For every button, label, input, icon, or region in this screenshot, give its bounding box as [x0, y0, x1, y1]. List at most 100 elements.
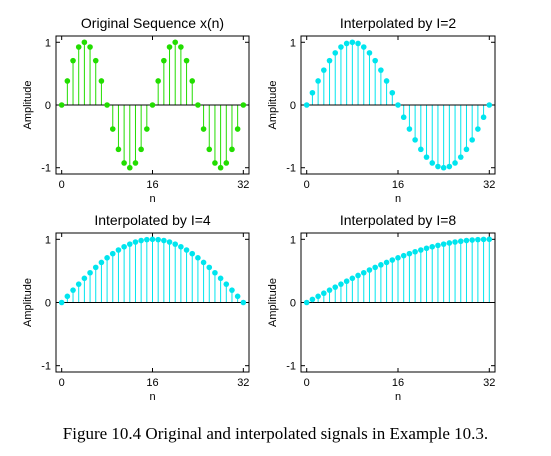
stem-marker: [326, 287, 333, 293]
stem-marker: [355, 40, 361, 47]
stem-marker: [58, 102, 65, 108]
x-tick-label: 0: [304, 179, 310, 191]
stem-marker: [395, 255, 401, 261]
stem-marker: [452, 239, 458, 245]
stem-marker: [126, 241, 133, 247]
stem-marker: [429, 160, 436, 166]
stem-marker: [338, 44, 344, 50]
stem-marker: [463, 237, 470, 244]
stem-marker: [457, 238, 464, 245]
stem-marker: [321, 290, 327, 297]
stem-marker: [75, 281, 82, 287]
y-tick-label: -1: [286, 163, 296, 175]
stem-marker: [321, 67, 327, 73]
stem-marker: [234, 126, 241, 132]
y-tick-label: 0: [45, 100, 51, 112]
x-axis-label: n: [395, 391, 401, 403]
chart-panel-3: Interpolated by I=4 -1 0 1 0 16 32 n Amplitude: [22, 212, 250, 403]
stem-marker: [435, 242, 441, 249]
x-tick-label: 0: [59, 179, 65, 191]
stem-marker: [200, 259, 207, 266]
stem-marker: [183, 247, 190, 253]
stem-marker: [423, 154, 430, 160]
stem-marker: [75, 44, 82, 50]
x-tick-label: 32: [483, 179, 495, 191]
stem-marker: [144, 126, 150, 132]
stem-marker: [418, 247, 424, 253]
chart-panel-2: Interpolated by I=2 -1 0 1 0 16 32 n Amplitude: [267, 15, 496, 205]
stem-marker: [309, 89, 316, 96]
stem-marker: [395, 102, 401, 108]
chart-panel-4: Interpolated by I=8 -1 0 1 0 16 32 n Amplitude: [267, 212, 496, 403]
stem-marker: [104, 102, 110, 108]
stem-marker: [343, 278, 350, 285]
stem-marker: [366, 50, 373, 56]
stem-marker: [212, 269, 218, 276]
stem-marker: [412, 248, 418, 255]
stem-marker: [406, 126, 413, 132]
stem-marker: [189, 250, 196, 257]
stem-marker: [98, 78, 105, 84]
stem-marker: [480, 236, 487, 243]
stem-marker: [212, 160, 218, 166]
stem-marker: [418, 146, 424, 153]
stem-marker: [200, 126, 207, 132]
stem-marker: [383, 78, 390, 84]
stem-marker: [315, 293, 321, 300]
stem-marker: [92, 264, 99, 271]
stem-marker: [92, 57, 99, 64]
stem-marker: [423, 245, 430, 252]
stem-marker: [229, 146, 235, 153]
stem-marker: [343, 40, 350, 47]
stem-marker: [229, 287, 235, 293]
y-tick-label: 0: [290, 100, 296, 112]
stem-marker: [446, 163, 453, 170]
stem-marker: [240, 299, 247, 306]
stem-marker: [64, 78, 71, 84]
stem-marker: [81, 275, 88, 282]
stem-marker: [366, 267, 373, 273]
y-tick-label: -1: [41, 361, 51, 373]
stem-marker: [155, 78, 161, 84]
stem-marker: [115, 146, 122, 153]
y-tick-label: 0: [45, 298, 51, 310]
stem-marker: [360, 44, 367, 50]
stem-marker: [104, 255, 110, 261]
stem-marker: [475, 126, 481, 132]
stem-marker: [378, 262, 384, 268]
y-axis-label: Amplitude: [22, 278, 34, 327]
stem-marker: [429, 243, 436, 250]
y-axis-label: Amplitude: [22, 81, 34, 130]
stem-marker: [309, 296, 316, 303]
x-tick-label: 32: [237, 377, 249, 389]
stem-marker: [338, 281, 344, 287]
stem-marker: [121, 243, 127, 250]
stem-marker: [121, 160, 127, 166]
stem-marker: [183, 57, 190, 64]
stem-marker: [149, 236, 156, 243]
stem-marker: [332, 50, 339, 56]
stem-marker: [355, 272, 361, 279]
stem-marker: [87, 44, 93, 50]
stem-marker: [349, 39, 356, 46]
stem-marker: [178, 243, 184, 250]
stem-marker: [486, 102, 493, 108]
stem-marker: [189, 78, 196, 84]
x-axis-label: n: [149, 391, 155, 403]
stem-marker: [87, 269, 93, 276]
chart-title: Interpolated by I=8: [340, 212, 457, 228]
y-tick-label: 1: [45, 37, 51, 49]
x-tick-label: 0: [59, 377, 65, 389]
stem-marker: [81, 39, 88, 46]
y-tick-label: 1: [45, 234, 51, 246]
stem-marker: [400, 114, 407, 121]
stem-marker: [315, 78, 321, 84]
stem-marker: [463, 146, 470, 153]
y-axis-label: Amplitude: [267, 278, 279, 327]
stem-marker: [469, 237, 475, 243]
x-tick-label: 0: [304, 377, 310, 389]
x-tick-label: 16: [392, 179, 404, 191]
stem-marker: [452, 160, 458, 166]
y-tick-label: 1: [290, 37, 296, 49]
stem-marker: [326, 57, 333, 64]
